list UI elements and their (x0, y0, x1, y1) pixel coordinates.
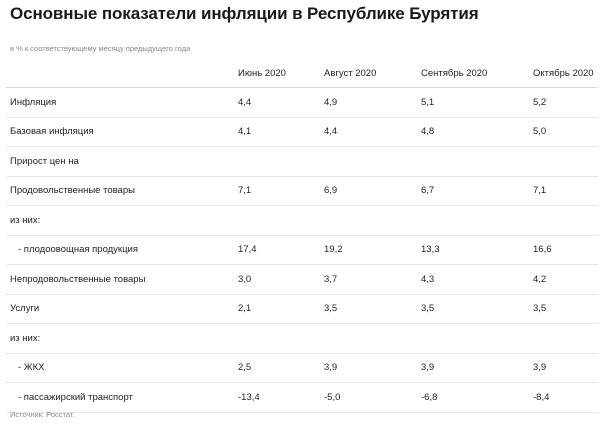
table-row: - ЖКХ 2,5 3,9 3,9 3,9 (6, 353, 598, 383)
value-cell: 6,7 (421, 176, 533, 206)
value-cell: 4,1 (238, 117, 324, 147)
value-cell: 17,4 (238, 235, 324, 265)
value-cell: 3,5 (421, 294, 533, 324)
value-cell: 3,9 (421, 353, 533, 383)
value-cell: 6,9 (324, 176, 421, 206)
value-cell: 3,9 (533, 353, 598, 383)
column-header: Сентябрь 2020 (421, 60, 533, 88)
table-body: Инфляция 4,4 4,9 5,1 5,2 Базовая инфляция 4,1 4… (6, 87, 598, 413)
value-cell (533, 205, 598, 236)
value-cell: -13,4 (238, 382, 324, 413)
value-cell: 2,1 (238, 294, 324, 324)
value-cell: 4,9 (324, 87, 421, 118)
row-label: Услуги (6, 294, 238, 324)
value-cell: 4,3 (421, 264, 533, 295)
table-row: Услуги 2,1 3,5 3,5 3,5 (6, 294, 598, 324)
value-cell: 13,3 (421, 235, 533, 265)
row-label: - ЖКХ (6, 353, 238, 383)
value-cell: 16,6 (533, 235, 598, 265)
table-row: Продовольственные товары 7,1 6,9 6,7 7,1 (6, 176, 598, 206)
row-label: Инфляция (6, 87, 238, 118)
value-cell (421, 146, 533, 177)
column-header: Октябрь 2020 (533, 60, 598, 88)
value-cell (421, 323, 533, 354)
value-cell: 3,7 (324, 264, 421, 295)
value-cell: 5,1 (421, 87, 533, 118)
value-cell: 4,4 (324, 117, 421, 147)
page-title: Основные показатели инфляции в Республик… (10, 4, 479, 23)
inflation-table: Июнь 2020 Август 2020 Сентябрь 2020 Октя… (6, 60, 598, 413)
value-cell (533, 146, 598, 177)
value-cell: 3,0 (238, 264, 324, 295)
value-cell (238, 146, 324, 177)
table-row: из них: (6, 323, 598, 354)
value-cell: -5,0 (324, 382, 421, 413)
value-cell: 7,1 (533, 176, 598, 206)
value-cell: 3,5 (533, 294, 598, 324)
value-cell: 3,5 (324, 294, 421, 324)
row-label: из них: (6, 205, 238, 236)
table-row: из них: (6, 205, 598, 236)
row-label: Прирост цен на (6, 146, 238, 177)
value-cell: 19,2 (324, 235, 421, 265)
value-cell: 5,0 (533, 117, 598, 147)
row-label: - плодоовощная продукция (6, 235, 238, 265)
row-label: Продовольственные товары (6, 176, 238, 206)
value-cell: 5,2 (533, 87, 598, 118)
row-label: из них: (6, 323, 238, 354)
table-subtitle: в % к соответствующему месяцу предыдущег… (10, 44, 191, 53)
table-row: - плодоовощная продукция 17,4 19,2 13,3 16,6 (6, 235, 598, 265)
table-row: Инфляция 4,4 4,9 5,1 5,2 (6, 87, 598, 118)
header-label-cell (6, 60, 238, 88)
value-cell: 3,9 (324, 353, 421, 383)
table-row: Непродовольственные товары 3,0 3,7 4,3 4,2 (6, 264, 598, 295)
value-cell: -8,4 (533, 382, 598, 413)
value-cell (324, 205, 421, 236)
column-header: Июнь 2020 (238, 60, 324, 88)
value-cell (421, 205, 533, 236)
value-cell: 2,5 (238, 353, 324, 383)
row-label: Базовая инфляция (6, 117, 238, 147)
value-cell: 7,1 (238, 176, 324, 206)
row-label: - пассажирский транспорт (6, 382, 238, 413)
value-cell: -6,8 (421, 382, 533, 413)
value-cell (533, 323, 598, 354)
value-cell (238, 205, 324, 236)
table-header-row: Июнь 2020 Август 2020 Сентябрь 2020 Октя… (6, 60, 598, 88)
row-label: Непродовольственные товары (6, 264, 238, 295)
source-note: Источник: Росстат. (10, 410, 75, 419)
table-row: - пассажирский транспорт -13,4 -5,0 -6,8 -8,… (6, 382, 598, 413)
table-row: Базовая инфляция 4,1 4,4 4,8 5,0 (6, 117, 598, 147)
value-cell: 4,8 (421, 117, 533, 147)
value-cell: 4,4 (238, 87, 324, 118)
column-header: Август 2020 (324, 60, 421, 88)
value-cell: 4,2 (533, 264, 598, 295)
table-row: Прирост цен на (6, 146, 598, 177)
value-cell (324, 323, 421, 354)
value-cell (324, 146, 421, 177)
value-cell (238, 323, 324, 354)
